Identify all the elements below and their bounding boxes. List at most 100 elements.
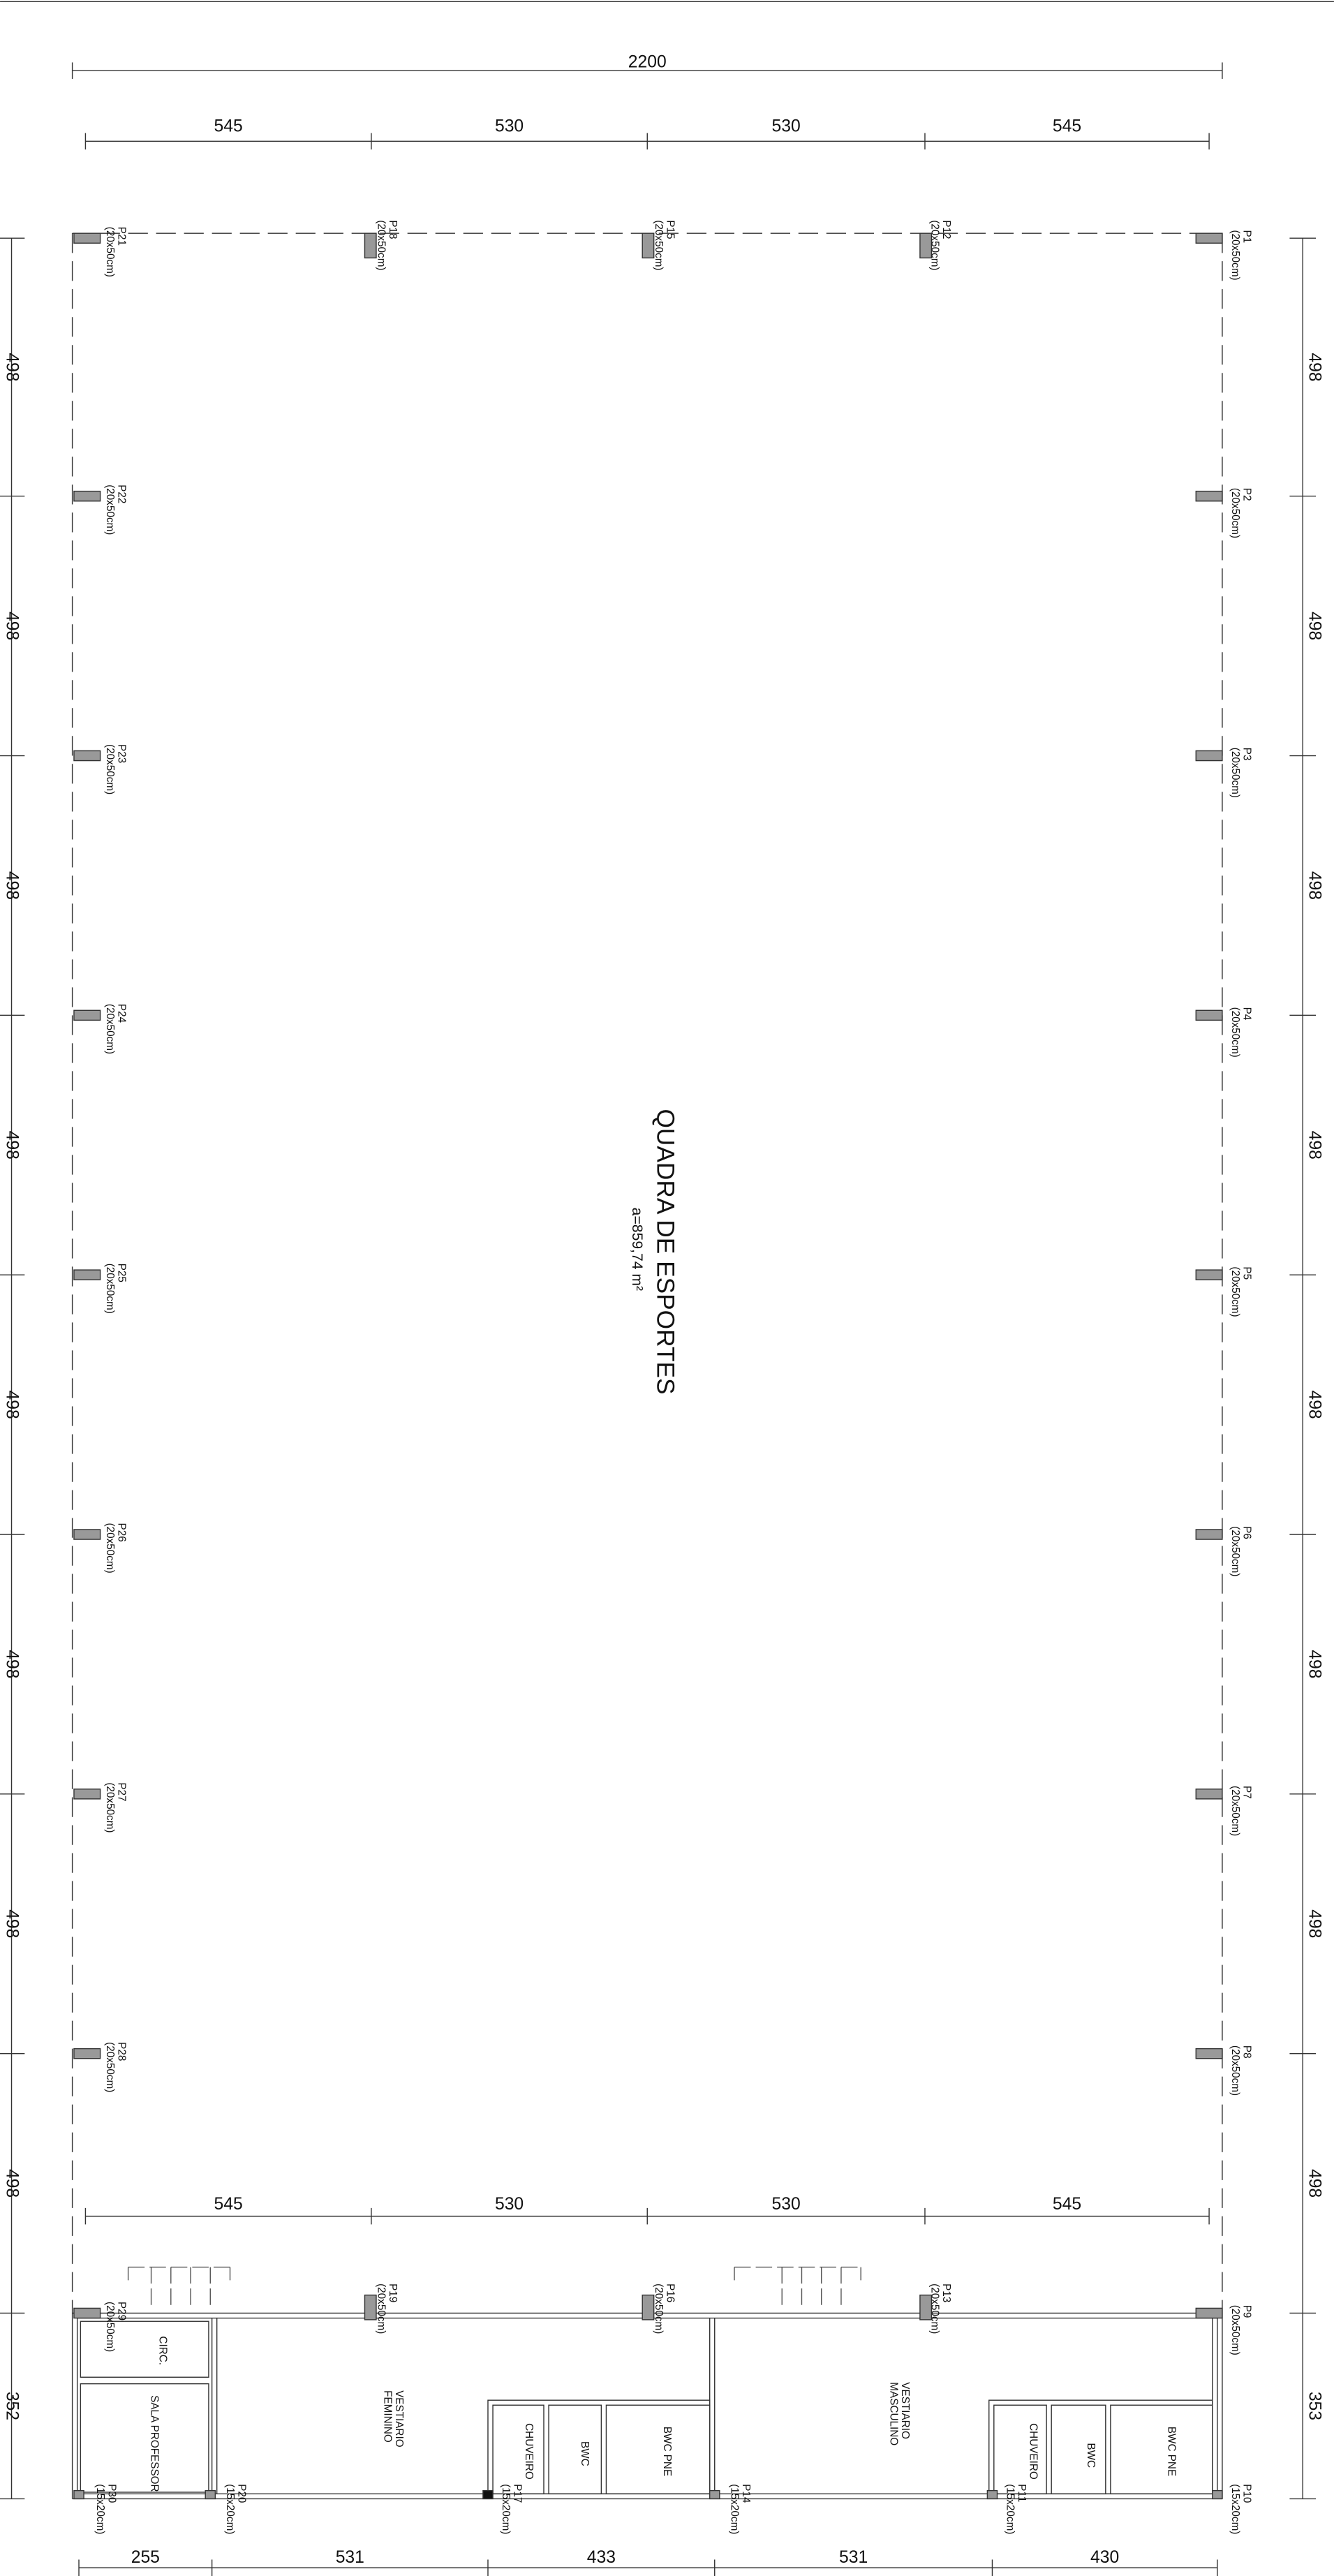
pillar-size: (15x20cm) [224,2484,236,2534]
pillar-size: (20x50cm) [1229,1007,1241,1058]
pillar-name: P18 [387,220,399,239]
pillar [986,2489,998,2500]
pillar-name: P25 [115,1264,127,1282]
pillar-size: (20x50cm) [653,220,665,270]
dimension-label: 498 [1305,612,1324,640]
dimension-label: 433 [587,2548,616,2567]
pillar-name: P16 [665,2283,676,2302]
dimension-label: 2200 [628,52,667,71]
pillar [1195,1269,1223,1280]
room-name: FEMININO [382,2390,394,2443]
dimension-label: 545 [1053,117,1081,135]
dimension-label: 530 [495,117,524,135]
dimension-label: 498 [1305,1650,1324,1678]
room-name: CIRC. [156,2336,168,2365]
pillar-name: P7 [1241,1786,1253,1799]
pillar-size: (20x50cm) [928,220,940,270]
pillar-name: P5 [1241,1266,1253,1280]
pillar [1195,1529,1223,1540]
pillar [73,1269,101,1280]
pillar-name: P6 [1241,1526,1253,1539]
pillar-name: P21 [115,227,127,246]
dimension-label: 531 [839,2548,868,2567]
pillar-name: P4 [1241,1007,1253,1021]
pillar-size: (20x50cm) [104,1782,116,1833]
pillar-size: (20x50cm) [375,2283,387,2334]
pillar-size: (20x50cm) [1229,1526,1241,1576]
pillar-name: P15 [665,220,676,239]
room-name: BWC [1085,2443,1097,2468]
pillar [73,750,101,762]
dimension-label: 531 [336,2548,364,2567]
dimension-label: 498 [2,1131,21,1160]
pillar [1195,1009,1223,1021]
pillar-size: (20x50cm) [104,484,116,535]
pillar-size: (20x50cm) [1229,1786,1241,1836]
pillar-size: (20x50cm) [1229,488,1241,538]
dimension-label: 498 [2,1390,21,1419]
room-name: CHUVEIRO [523,2423,535,2480]
dimension-label: 353 [1305,2392,1324,2420]
dimension-label: 498 [1305,2169,1324,2198]
pillar-size: (20x50cm) [375,220,387,270]
dimension-label: 545 [214,2195,243,2214]
dimension-label: 545 [1053,2195,1081,2214]
dimension-label: 498 [1305,1909,1324,1938]
pillar [1195,2307,1223,2319]
pillar-size: (20x50cm) [1229,2045,1241,2096]
pillar-name: P17 [512,2484,524,2503]
pillar-name: P9 [1241,2305,1253,2318]
pillar-name: P3 [1241,748,1253,761]
pillar [1195,232,1223,244]
pillar-size: (20x50cm) [1229,1266,1241,1317]
pillar-name: P13 [940,2283,952,2302]
pillar [73,232,101,244]
pillar [919,232,933,259]
pillar-size: (15x20cm) [500,2484,512,2534]
court-name: QUADRA DE ESPORTES [651,1109,679,1394]
room-name: BWC [579,2441,591,2466]
pillar [1195,750,1223,762]
court-area: a=859,74 m² [629,1208,645,1291]
pillar [73,1789,101,1800]
pillar [73,2048,101,2059]
room-name: SALA PROFESSOR [149,2395,161,2492]
pillar-size: (20x50cm) [104,227,116,277]
pillar-size: (15x20cm) [1229,2484,1241,2534]
pillar [1195,1789,1223,1800]
pillar [642,2294,655,2320]
room-name: CHUVEIRO [1028,2423,1039,2480]
dimension-label: 498 [2,1650,21,1678]
pillar [1195,490,1223,502]
pillar [709,2489,720,2500]
pillar [73,1529,101,1540]
pillar-size: (20x50cm) [104,1264,116,1314]
pillar-name: P24 [115,1004,127,1023]
pillar-name: P22 [115,484,127,503]
pillar [205,2489,216,2500]
dimension-label: 498 [2,612,21,640]
room-name: BWC PNE [661,2427,673,2476]
pillar-size: (20x50cm) [1229,748,1241,798]
dimension-label: 530 [772,2195,801,2214]
pillar-size: (15x20cm) [94,2484,106,2534]
pillar-name: P12 [940,220,952,239]
pillar-name: P23 [115,744,127,763]
room-name: MASCULINO [888,2382,900,2445]
room-name: BWC PNE [1165,2427,1177,2476]
pillar-name: P26 [115,1523,127,1542]
pillar-name: P8 [1241,2045,1253,2059]
pillar-name: P30 [105,2484,117,2503]
pillar-size: (20x50cm) [104,1004,116,1054]
pillar-size: (20x50cm) [653,2283,665,2334]
pillar [73,2489,84,2500]
pillar [1212,2489,1223,2500]
pillar-name: P10 [1241,2484,1253,2503]
pillar [364,232,377,259]
dimension-label: 530 [772,117,801,135]
pillar [642,232,655,259]
pillar-name: P20 [235,2484,247,2503]
pillar [482,2489,494,2500]
